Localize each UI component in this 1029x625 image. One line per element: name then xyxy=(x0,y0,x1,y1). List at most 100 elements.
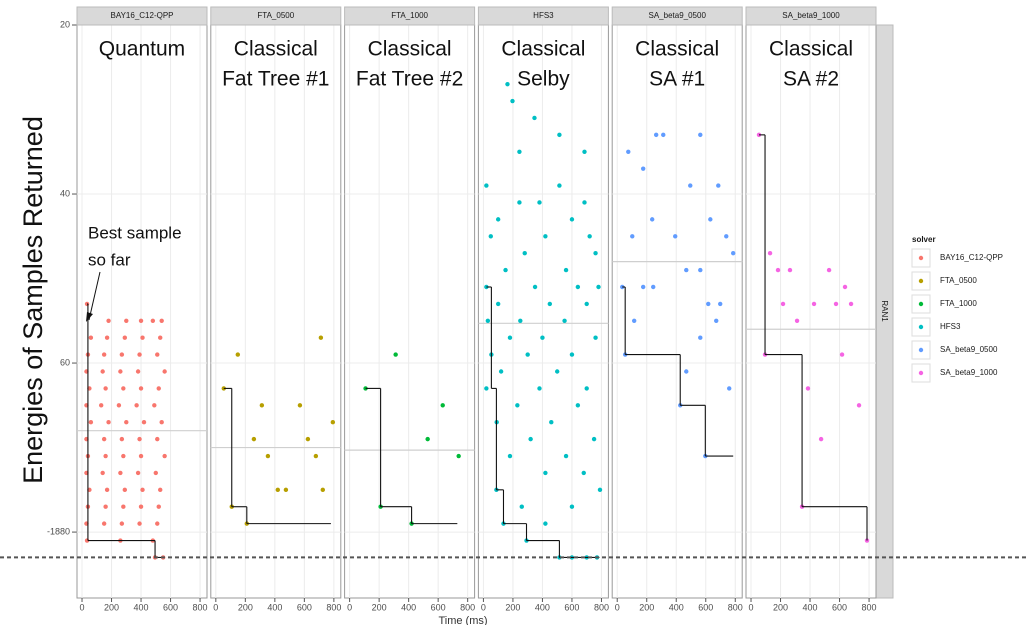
point xyxy=(787,267,793,273)
point xyxy=(88,420,94,425)
point xyxy=(140,335,145,340)
y-tick-label: 20 xyxy=(60,19,70,29)
point xyxy=(503,267,508,273)
point xyxy=(141,420,147,425)
x-tick-label: 400 xyxy=(267,602,282,612)
strip xyxy=(76,6,208,26)
point xyxy=(119,521,125,526)
point xyxy=(119,436,125,442)
point xyxy=(557,132,562,138)
point xyxy=(330,420,336,425)
panel-title: Classical xyxy=(501,38,585,61)
panel-title: Classical xyxy=(635,38,719,61)
panel xyxy=(611,24,743,599)
point xyxy=(630,234,635,239)
panel xyxy=(76,24,208,599)
legend-label: HFS3 xyxy=(940,322,961,331)
row-strip-label: RAN1 xyxy=(880,300,889,322)
annotation: Best sample xyxy=(88,223,182,242)
point xyxy=(305,436,311,442)
point xyxy=(537,200,542,205)
point xyxy=(297,403,303,408)
point xyxy=(537,386,542,391)
point xyxy=(485,318,491,323)
x-tick-label: 600 xyxy=(431,602,446,612)
point xyxy=(103,453,108,459)
point xyxy=(805,386,811,391)
point xyxy=(593,250,598,256)
point xyxy=(456,453,461,459)
point xyxy=(833,301,839,307)
x-tick-label: 200 xyxy=(372,602,387,612)
point xyxy=(152,403,157,408)
point xyxy=(235,352,241,357)
point xyxy=(507,335,513,340)
point xyxy=(159,420,164,425)
panel-title: Classical xyxy=(769,38,853,61)
point xyxy=(488,234,493,239)
point xyxy=(159,318,164,323)
point xyxy=(101,521,107,526)
point xyxy=(839,352,845,357)
point xyxy=(587,234,592,239)
point xyxy=(275,487,280,493)
point xyxy=(251,436,257,442)
point xyxy=(425,436,430,442)
point xyxy=(724,234,729,239)
x-tick-label: 800 xyxy=(862,602,877,612)
point xyxy=(818,436,824,442)
point xyxy=(140,487,145,493)
point xyxy=(259,403,265,408)
point xyxy=(118,369,123,374)
point xyxy=(507,453,513,459)
point xyxy=(138,504,144,509)
point xyxy=(119,352,125,357)
point xyxy=(135,470,141,476)
point xyxy=(313,453,319,459)
point xyxy=(826,267,832,273)
panel-title: SA #1 xyxy=(649,68,705,91)
point xyxy=(122,335,128,340)
point xyxy=(767,250,773,256)
legend-marker xyxy=(918,347,924,353)
point xyxy=(155,521,160,526)
legend-label: FTA_0500 xyxy=(940,276,977,285)
annotation-arrowhead xyxy=(86,312,93,322)
point xyxy=(540,335,545,340)
point xyxy=(582,200,587,205)
point xyxy=(100,369,105,374)
x-axis-title: Time (ms) xyxy=(438,615,487,625)
point xyxy=(597,487,603,493)
point xyxy=(138,453,144,459)
point xyxy=(554,369,560,374)
point xyxy=(135,369,141,374)
legend-marker xyxy=(918,301,924,307)
point xyxy=(569,217,575,222)
point xyxy=(716,183,721,188)
point xyxy=(525,352,530,357)
strip-label: SA_beta9_0500 xyxy=(649,11,707,20)
point xyxy=(596,284,601,290)
point xyxy=(124,318,129,323)
x-tick-label: 800 xyxy=(728,602,743,612)
point xyxy=(640,284,646,290)
point xyxy=(543,470,548,476)
x-tick-label: 600 xyxy=(564,602,579,612)
point xyxy=(134,403,139,408)
point xyxy=(563,453,569,459)
point xyxy=(124,420,129,425)
point xyxy=(649,217,655,222)
point xyxy=(631,318,637,323)
legend-label: SA_beta9_0500 xyxy=(940,345,998,354)
point xyxy=(101,352,107,357)
point xyxy=(794,318,800,323)
legend-label: BAY16_C12-QPP xyxy=(940,253,1003,262)
x-tick-label: 0 xyxy=(615,602,620,612)
point xyxy=(156,504,161,509)
point xyxy=(532,115,537,121)
point xyxy=(557,183,562,188)
x-tick-label: 600 xyxy=(163,602,178,612)
point xyxy=(684,369,689,374)
x-tick-label: 400 xyxy=(401,602,416,612)
point xyxy=(730,250,736,256)
